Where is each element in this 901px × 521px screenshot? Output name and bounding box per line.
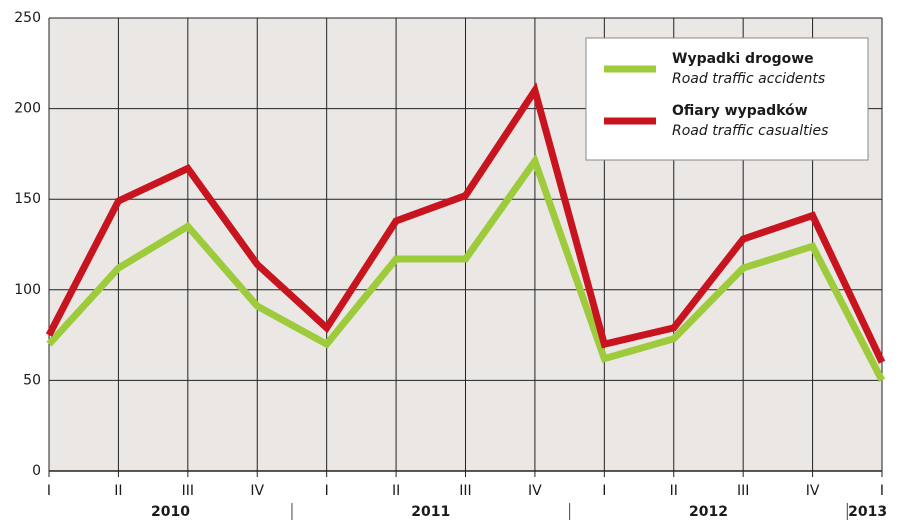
line-series bbox=[46, 153, 886, 383]
y-tick-label: 200 bbox=[14, 101, 41, 117]
x-tick-label: I bbox=[602, 483, 606, 499]
x-tick-label: I bbox=[880, 483, 884, 499]
year-label: 2013 bbox=[848, 504, 887, 520]
x-tick-label: II bbox=[392, 483, 400, 499]
legend-box bbox=[585, 37, 869, 161]
x-tick-label: II bbox=[114, 483, 122, 499]
x-tick-label: IV bbox=[528, 483, 542, 499]
x-tick-label: III bbox=[182, 483, 194, 499]
year-label: 2010 bbox=[151, 504, 190, 520]
y-tick-label: 250 bbox=[14, 10, 41, 26]
legend-label: Wypadki drogowe bbox=[672, 51, 814, 67]
x-tick-label: II bbox=[670, 483, 678, 499]
y-tick-label: 150 bbox=[14, 191, 41, 207]
year-label: 2011 bbox=[411, 504, 450, 520]
legend-sublabel: Road traffic accidents bbox=[672, 71, 825, 87]
x-tick-label: IV bbox=[250, 483, 264, 499]
x-tick-label: I bbox=[47, 483, 51, 499]
x-tick-label: I bbox=[325, 483, 329, 499]
year-label: 2012 bbox=[689, 504, 728, 520]
legend-sublabel: Road traffic casualties bbox=[672, 123, 828, 139]
legend-label: Ofiary wypadków bbox=[672, 103, 808, 119]
line-series bbox=[45, 82, 886, 364]
x-tick-label: IV bbox=[806, 483, 820, 499]
y-tick-label: 50 bbox=[23, 372, 41, 388]
x-tick-label: III bbox=[737, 483, 749, 499]
y-tick-label: 0 bbox=[32, 463, 41, 479]
y-tick-label: 100 bbox=[14, 282, 41, 298]
x-tick-label: III bbox=[459, 483, 471, 499]
